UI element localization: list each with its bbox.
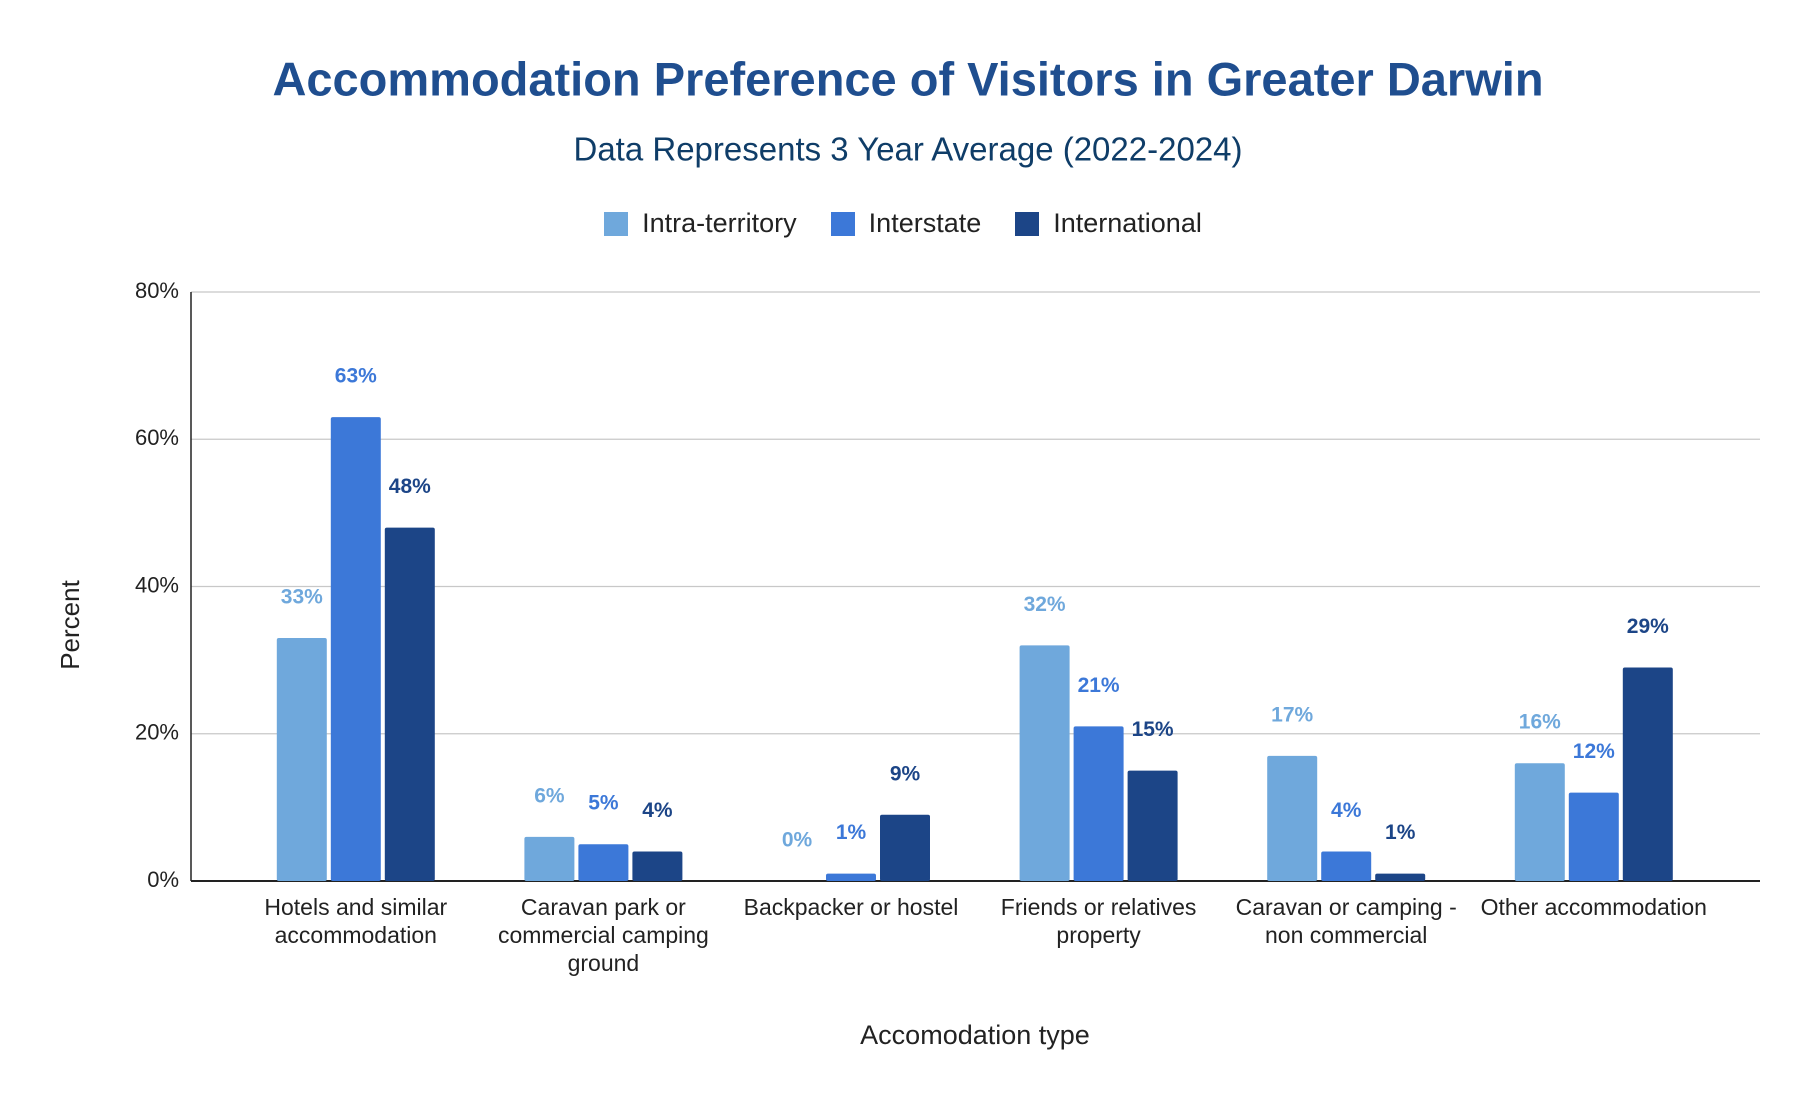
chart-subtitle: Data Represents 3 Year Average (2022-202… <box>573 131 1242 168</box>
bar <box>276 638 327 881</box>
x-tick-label: Hotels and similar accommodation <box>264 894 448 948</box>
bar <box>1127 770 1178 881</box>
bar <box>1514 763 1565 881</box>
data-label: 4% <box>1331 799 1362 822</box>
data-label: 32% <box>1024 593 1066 616</box>
x-tick-label: Backpacker or hostel <box>743 894 959 920</box>
y-tick-label: 80% <box>135 278 179 303</box>
data-label: 9% <box>890 762 921 785</box>
legend: Intra-territory Interstate International <box>0 208 1806 239</box>
y-tick-label: 60% <box>135 425 179 450</box>
y-tick-label: 20% <box>135 720 179 745</box>
bar <box>1073 726 1124 881</box>
bar <box>578 844 629 881</box>
data-label: 15% <box>1132 718 1174 741</box>
bar <box>1321 851 1372 881</box>
legend-swatch <box>1015 211 1040 236</box>
bar <box>632 851 683 881</box>
x-tick-label: Caravan park or commercial camping groun… <box>497 894 709 976</box>
chart-title: Accommodation Preference of Visitors in … <box>272 52 1543 105</box>
data-label: 1% <box>836 821 867 844</box>
bar <box>384 527 435 881</box>
bar <box>330 417 381 881</box>
data-label: 29% <box>1627 615 1669 638</box>
bar <box>880 814 930 881</box>
legend-label: International <box>1053 208 1202 238</box>
x-tick-label: Friends or relatives property <box>1000 894 1197 948</box>
x-tick-label: Other accommodation <box>1480 894 1707 920</box>
data-label: 63% <box>335 365 377 388</box>
bar <box>1568 792 1619 881</box>
data-label: 48% <box>389 475 431 498</box>
data-label: 6% <box>534 784 565 807</box>
data-label: 1% <box>1385 821 1416 844</box>
legend-label: Interstate <box>868 208 982 238</box>
legend-swatch <box>604 211 629 236</box>
bar <box>1267 755 1318 881</box>
data-label: 5% <box>588 792 619 815</box>
bar <box>1622 667 1673 881</box>
legend-swatch <box>830 211 855 236</box>
data-label: 21% <box>1078 674 1120 697</box>
y-tick-label: 0% <box>147 867 179 892</box>
bar <box>1375 873 1426 881</box>
data-label: 12% <box>1573 740 1615 763</box>
legend-item: International <box>1015 208 1202 239</box>
legend-item: Intra-territory <box>604 208 797 239</box>
bar <box>524 836 575 881</box>
x-axis-title: Accomodation type <box>860 1020 1090 1050</box>
y-axis-title: Percent <box>55 579 85 669</box>
data-label: 17% <box>1271 703 1313 726</box>
data-label: 33% <box>281 586 323 609</box>
data-label: 16% <box>1519 711 1561 734</box>
legend-label: Intra-territory <box>642 208 797 238</box>
data-label: 4% <box>642 799 673 822</box>
bar <box>826 873 876 881</box>
bar <box>1019 645 1070 881</box>
data-label: 0% <box>782 829 813 852</box>
y-tick-label: 40% <box>135 572 179 597</box>
legend-item: Interstate <box>830 208 982 239</box>
x-tick-label: Caravan or camping - non commercial <box>1235 894 1457 948</box>
